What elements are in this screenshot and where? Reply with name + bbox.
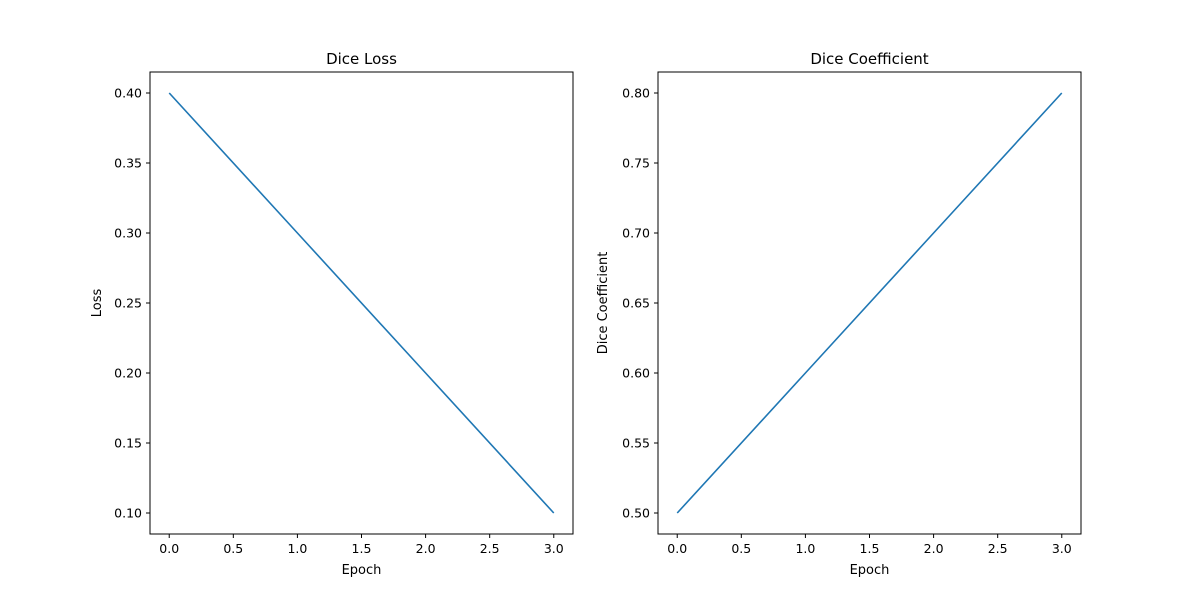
chart-title: Dice Loss xyxy=(326,50,397,68)
x-tick-label: 3.0 xyxy=(1052,541,1072,556)
x-tick-label: 1.0 xyxy=(795,541,815,556)
x-tick-label: 0.0 xyxy=(159,541,179,556)
x-tick-label: 3.0 xyxy=(544,541,564,556)
y-tick-label: 0.55 xyxy=(622,436,650,451)
plot-frame xyxy=(149,71,574,535)
x-axis-label: Epoch xyxy=(342,563,382,578)
y-tick-label: 0.35 xyxy=(114,156,142,171)
x-tick-label: 2.5 xyxy=(988,541,1008,556)
x-tick-label: 0.5 xyxy=(223,541,243,556)
x-tick-label: 1.0 xyxy=(287,541,307,556)
y-tick-label: 0.15 xyxy=(114,436,142,451)
y-tick-label: 0.20 xyxy=(114,366,142,381)
y-tick-label: 0.80 xyxy=(622,86,650,101)
plot-frame xyxy=(657,71,1082,535)
y-axis-label: Dice Coefficient xyxy=(596,252,611,355)
x-tick-label: 0.5 xyxy=(731,541,751,556)
y-tick-label: 0.50 xyxy=(622,506,650,521)
chart-dice-loss: Dice Loss Epoch Loss 0.0 0.5 1.0 1.5 2.0 2.5 3… xyxy=(90,50,574,578)
x-axis-label: Epoch xyxy=(850,563,890,578)
y-tick-label: 0.10 xyxy=(114,506,142,521)
x-tick-label: 1.5 xyxy=(860,541,880,556)
x-tick-label: 1.5 xyxy=(352,541,372,556)
series-line xyxy=(676,92,1063,514)
y-tick-label: 0.65 xyxy=(622,296,650,311)
y-tick-label: 0.70 xyxy=(622,226,650,241)
y-tick-label: 0.30 xyxy=(114,226,142,241)
x-tick-label: 2.5 xyxy=(480,541,500,556)
x-tick-label: 2.0 xyxy=(924,541,944,556)
x-tick-label: 0.0 xyxy=(667,541,687,556)
chart-title: Dice Coefficient xyxy=(810,50,928,68)
y-tick-label: 0.75 xyxy=(622,156,650,171)
y-tick-label: 0.25 xyxy=(114,296,142,311)
y-tick-label: 0.40 xyxy=(114,86,142,101)
y-axis-label: Loss xyxy=(90,289,105,318)
x-tick-label: 2.0 xyxy=(416,541,436,556)
series-line xyxy=(168,92,555,514)
chart-dice-coefficient: Dice Coefficient Epoch Dice Coefficient … xyxy=(596,50,1082,578)
y-tick-label: 0.60 xyxy=(622,366,650,381)
